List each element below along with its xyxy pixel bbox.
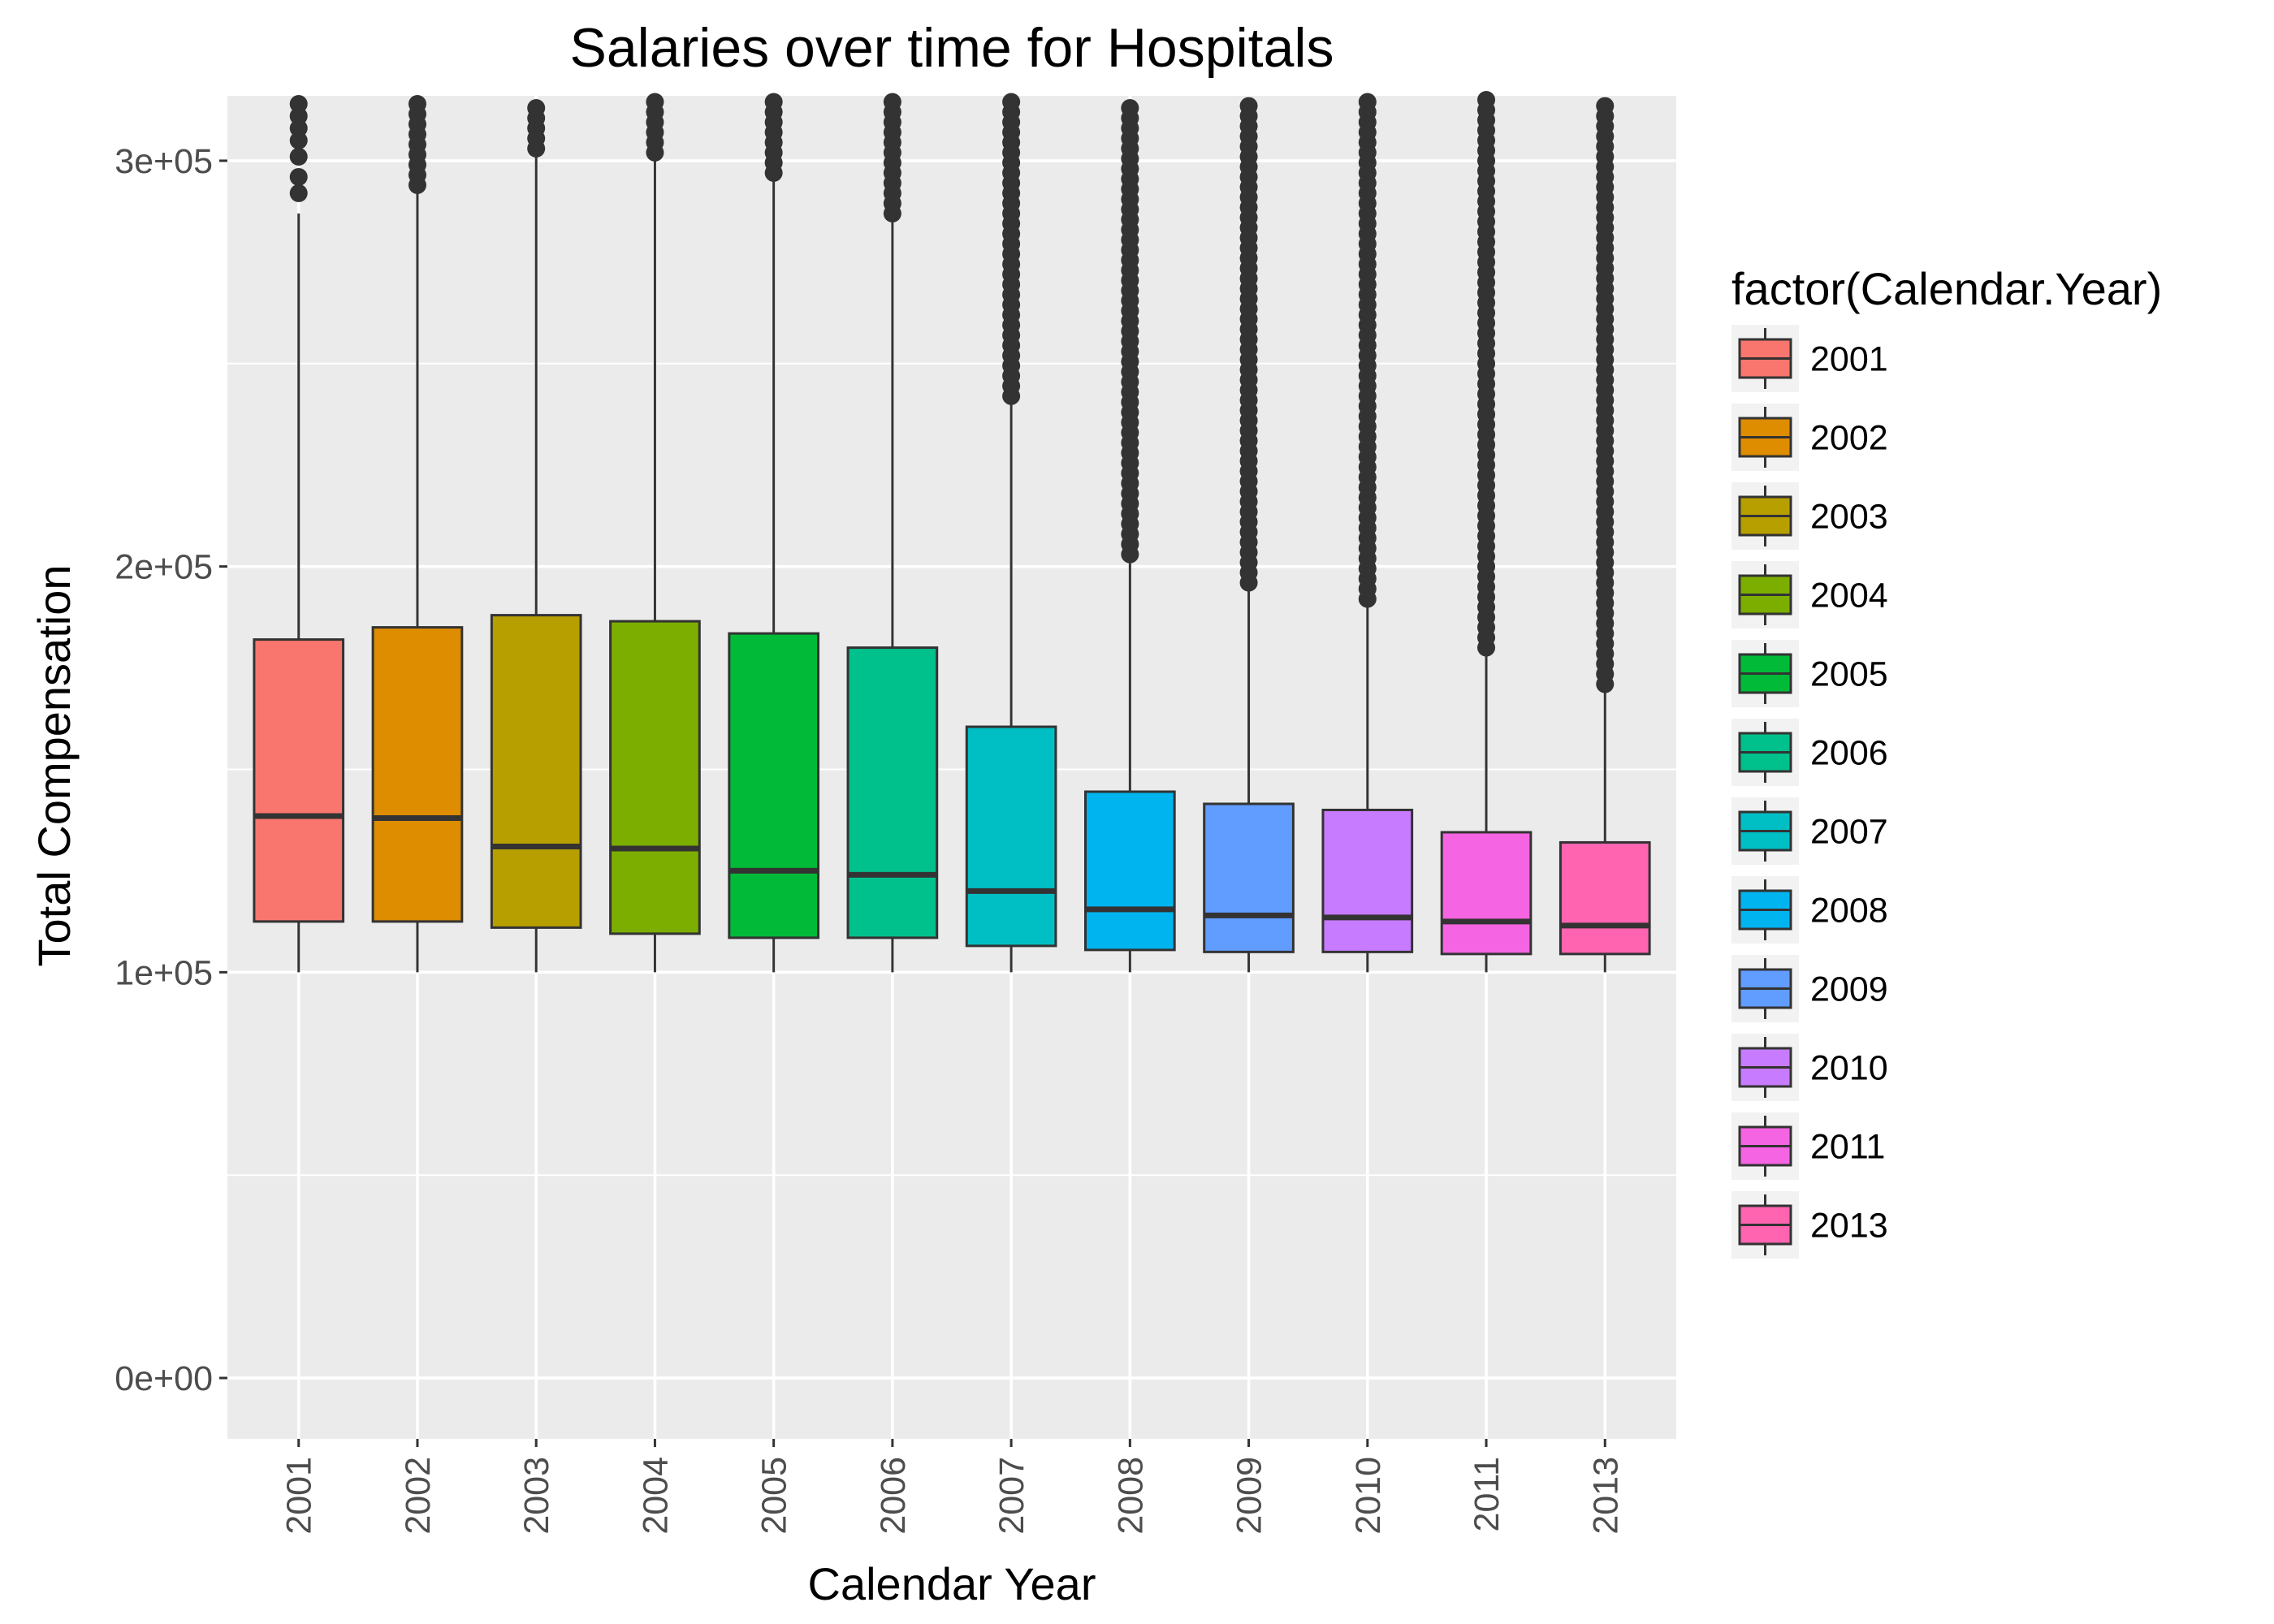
box-2008 xyxy=(1084,98,1176,973)
x-tick-label: 2010 xyxy=(1349,1457,1388,1535)
legend-label: 2004 xyxy=(1810,577,1888,615)
outlier-point xyxy=(1596,97,1615,115)
outlier-point xyxy=(527,98,546,117)
legend-label: 2009 xyxy=(1810,970,1888,1009)
legend-item-2010: 2010 xyxy=(1731,1034,1888,1101)
legend: factor(Calendar.Year) 200120022003200420… xyxy=(1731,263,2162,1259)
legend-item-2002: 2002 xyxy=(1731,404,1888,471)
legend-item-2008: 2008 xyxy=(1731,876,1888,944)
legend-item-2006: 2006 xyxy=(1731,719,1888,786)
x-axis-ticks: 2001 2002 2003 2004 2005 2006 2007 2008 2009 2010… xyxy=(280,1439,1625,1535)
legend-title: factor(Calendar.Year) xyxy=(1731,263,2162,314)
x-tick-label: 2007 xyxy=(992,1457,1031,1535)
box-body xyxy=(1203,802,1295,953)
x-tick-label: 2009 xyxy=(1230,1457,1269,1535)
legend-label: 2013 xyxy=(1810,1207,1888,1246)
x-tick-label: 2005 xyxy=(755,1457,794,1535)
legend-item-2005: 2005 xyxy=(1731,640,1888,707)
chart-title: Salaries over time for Hospitals xyxy=(569,17,1334,79)
outlier-point xyxy=(289,184,308,202)
box-2003 xyxy=(490,98,582,973)
x-tick-label: 2006 xyxy=(874,1457,913,1535)
legend-item-2007: 2007 xyxy=(1731,797,1888,865)
legend-label: 2002 xyxy=(1810,419,1888,458)
legend-item-2004: 2004 xyxy=(1731,561,1888,628)
box-2007 xyxy=(965,93,1057,973)
outlier-point xyxy=(1358,93,1377,111)
legend-label: 2001 xyxy=(1810,340,1888,379)
outlier-point xyxy=(883,93,901,111)
x-tick-label: 2004 xyxy=(636,1457,675,1535)
outlier-point xyxy=(289,147,308,166)
y-tick-label: 2e+05 xyxy=(115,548,213,587)
box-body xyxy=(371,626,464,923)
x-axis-title: Calendar Year xyxy=(808,1558,1096,1609)
box-2002 xyxy=(371,94,464,973)
legend-label: 2010 xyxy=(1810,1049,1888,1088)
box-body xyxy=(609,620,701,935)
y-axis-ticks: 0e+00 1e+05 2e+05 3e+05 xyxy=(115,142,227,1398)
box-2009 xyxy=(1203,97,1295,973)
box-body xyxy=(965,725,1057,948)
legend-label: 2007 xyxy=(1810,813,1888,852)
box-2004 xyxy=(609,93,701,973)
legend-item-2009: 2009 xyxy=(1731,955,1888,1022)
outlier-point xyxy=(1477,90,1496,109)
x-tick-label: 2003 xyxy=(517,1457,556,1535)
box-body xyxy=(1440,831,1533,956)
legend-label: 2006 xyxy=(1810,734,1888,773)
legend-label: 2005 xyxy=(1810,655,1888,694)
legend-item-2011: 2011 xyxy=(1731,1112,1885,1180)
outlier-point xyxy=(289,167,308,186)
plot-panel xyxy=(227,96,1676,1439)
x-tick-label: 2011 xyxy=(1468,1457,1507,1531)
box-2010 xyxy=(1321,93,1414,973)
box-2005 xyxy=(728,93,819,973)
box-2011 xyxy=(1440,90,1533,973)
legend-label: 2011 xyxy=(1810,1128,1885,1167)
outlier-point xyxy=(1239,97,1258,115)
box-2001 xyxy=(253,94,345,973)
box-body xyxy=(1084,790,1176,952)
outlier-point xyxy=(646,93,664,111)
legend-label: 2003 xyxy=(1810,498,1888,537)
box-body xyxy=(490,614,582,929)
box-series xyxy=(253,90,1651,973)
box-body xyxy=(1321,808,1414,953)
box-body xyxy=(1559,840,1651,956)
box-2013 xyxy=(1559,97,1651,973)
y-tick-label: 3e+05 xyxy=(115,142,213,181)
outlier-point xyxy=(1121,98,1139,117)
box-2006 xyxy=(846,93,939,973)
outlier-point xyxy=(289,94,308,113)
legend-label: 2008 xyxy=(1810,892,1888,931)
legend-item-2003: 2003 xyxy=(1731,482,1888,550)
outlier-point xyxy=(408,94,426,113)
y-tick-label: 1e+05 xyxy=(115,953,213,992)
x-tick-label: 2001 xyxy=(280,1457,319,1535)
outlier-point xyxy=(1002,93,1021,111)
box-body xyxy=(846,646,939,939)
outlier-point xyxy=(764,93,783,111)
x-tick-label: 2008 xyxy=(1111,1457,1150,1535)
y-tick-label: 0e+00 xyxy=(115,1359,213,1398)
box-body xyxy=(253,638,345,923)
legend-items: 2001 2002 2003 2004 2005 2006 2007 2008 2009 2010… xyxy=(1731,325,1888,1259)
box-body xyxy=(728,632,819,939)
x-tick-label: 2013 xyxy=(1586,1457,1625,1535)
x-tick-label: 2002 xyxy=(399,1457,438,1535)
legend-item-2013: 2013 xyxy=(1731,1191,1888,1259)
legend-item-2001: 2001 xyxy=(1731,325,1888,392)
y-axis-title: Total Compensation xyxy=(28,565,80,967)
